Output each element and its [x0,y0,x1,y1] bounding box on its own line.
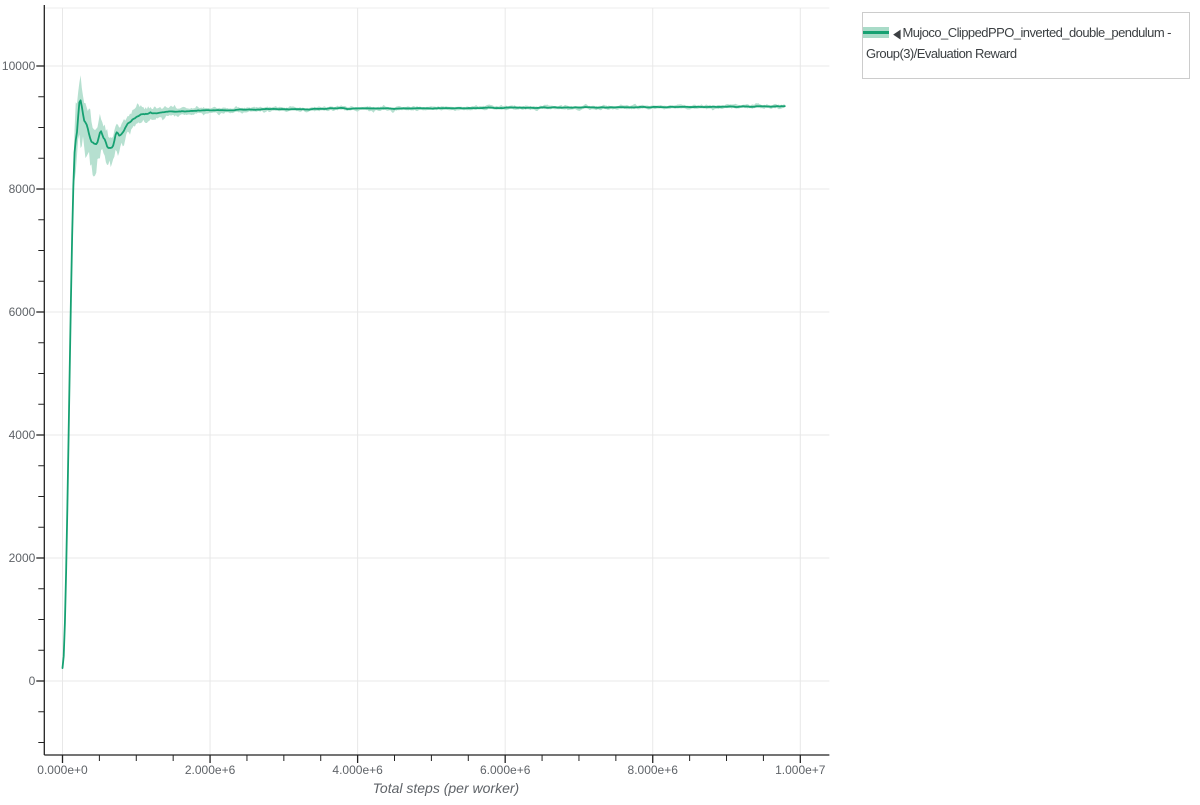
svg-text:2.000e+6: 2.000e+6 [185,763,236,777]
svg-text:10000: 10000 [2,59,36,73]
svg-text:2000: 2000 [9,551,36,565]
svg-text:Total steps (per worker): Total steps (per worker) [373,780,520,796]
svg-text:0: 0 [29,674,36,688]
svg-text:0.000e+0: 0.000e+0 [37,763,88,777]
svg-text:4.000e+6: 4.000e+6 [332,763,383,777]
svg-text:1.000e+7: 1.000e+7 [775,763,826,777]
svg-text:6.000e+6: 6.000e+6 [480,763,531,777]
svg-text:8000: 8000 [9,182,36,196]
svg-text:6000: 6000 [9,305,36,319]
svg-text:4000: 4000 [9,428,36,442]
svg-text:8.000e+6: 8.000e+6 [628,763,679,777]
